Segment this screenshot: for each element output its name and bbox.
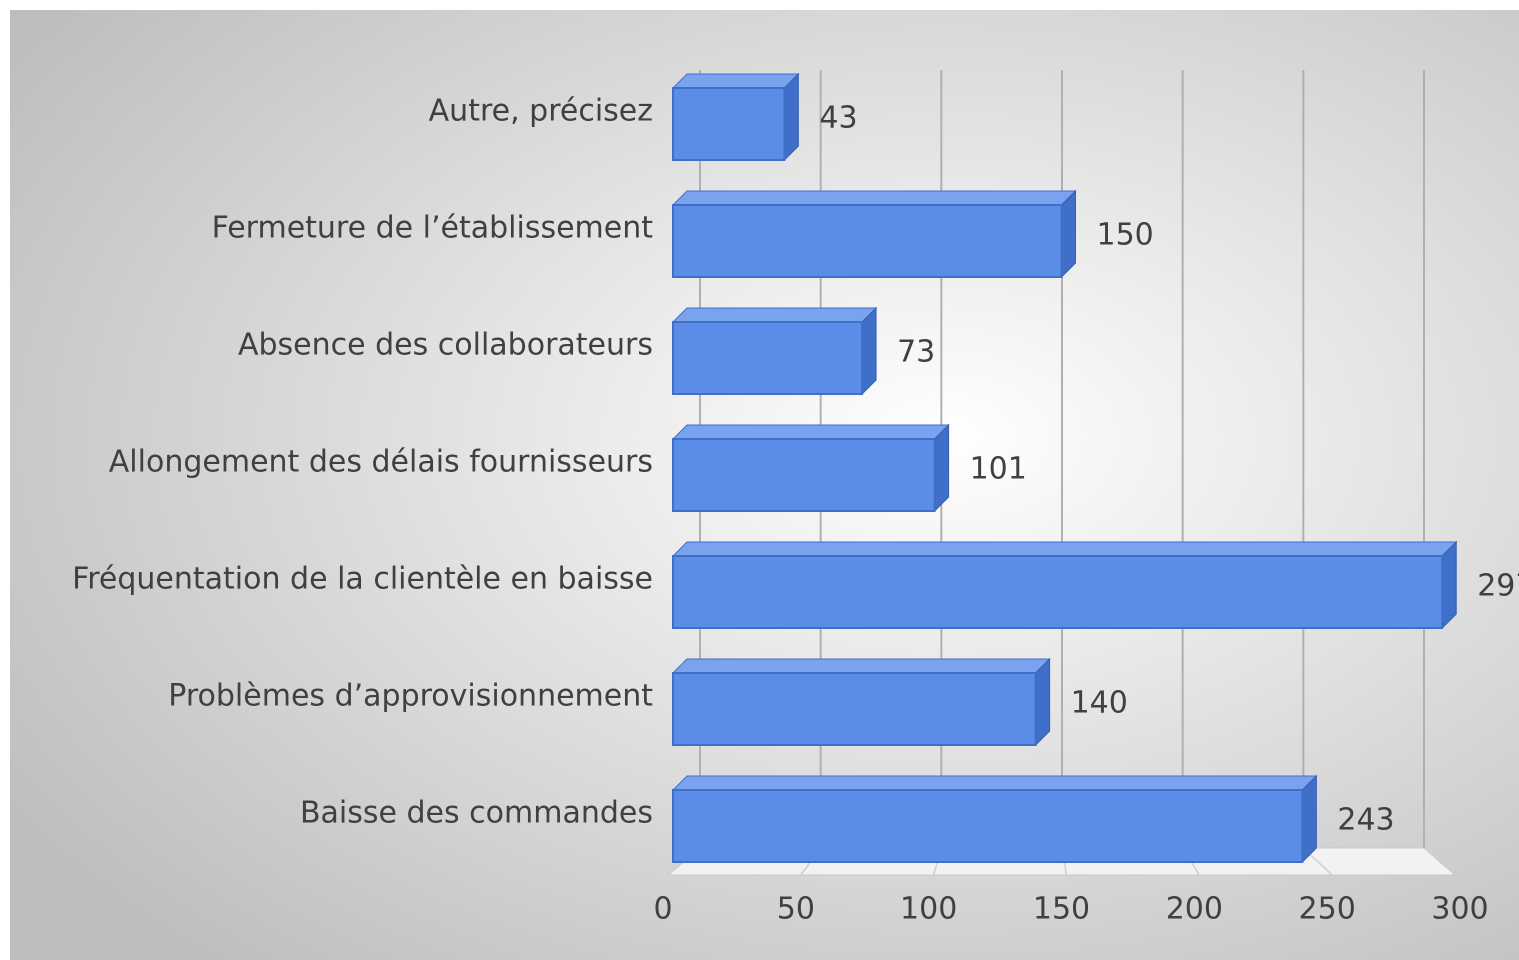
- bar-top: [671, 775, 1318, 791]
- y-tick-label: Allongement des délais fournisseurs: [109, 445, 653, 480]
- bar-side: [1035, 657, 1051, 747]
- y-tick-label: Absence des collaborateurs: [238, 328, 653, 363]
- bar-top: [671, 658, 1051, 674]
- bar: [672, 672, 1037, 746]
- bar-top: [671, 307, 878, 323]
- bar: [672, 87, 786, 161]
- bar-side: [861, 306, 877, 396]
- x-tick-label: 100: [900, 892, 957, 927]
- bar-top: [671, 424, 950, 440]
- data-label: 243: [1337, 803, 1394, 838]
- bar-side: [1061, 189, 1076, 279]
- data-label: 140: [1071, 686, 1128, 721]
- bar-side: [934, 423, 950, 513]
- bar-top: [671, 190, 1077, 206]
- bar-top: [671, 541, 1458, 557]
- y-tick-label: Autre, précisez: [429, 94, 653, 129]
- bar: [672, 789, 1304, 863]
- y-tick-label: Fréquentation de la clientèle en baisse: [72, 562, 653, 597]
- bar-side: [783, 72, 799, 162]
- bar: [672, 555, 1444, 629]
- data-label: 101: [970, 452, 1027, 487]
- x-tick-label: 0: [653, 892, 672, 927]
- data-label: 73: [897, 335, 935, 370]
- y-tick-label: Problèmes d’approvisionnement: [168, 679, 653, 714]
- data-label: 43: [819, 101, 857, 136]
- data-label: 150: [1097, 218, 1154, 253]
- x-tick-label: 150: [1033, 892, 1090, 927]
- x-tick-label: 50: [777, 892, 815, 927]
- bar: [672, 321, 864, 395]
- bar-side: [1301, 774, 1317, 864]
- y-tick-label: Fermeture de l’établissement: [212, 211, 654, 246]
- x-tick-label: 250: [1299, 892, 1356, 927]
- x-tick-label: 200: [1166, 892, 1223, 927]
- bar: [672, 438, 936, 512]
- bar-top: [671, 73, 800, 89]
- y-tick-label: Baisse des commandes: [300, 796, 653, 831]
- data-label: 297: [1477, 569, 1519, 604]
- x-tick-label: 300: [1431, 892, 1488, 927]
- bar-side: [1441, 540, 1457, 630]
- bar: [672, 204, 1063, 278]
- floor-line: [1423, 847, 1466, 876]
